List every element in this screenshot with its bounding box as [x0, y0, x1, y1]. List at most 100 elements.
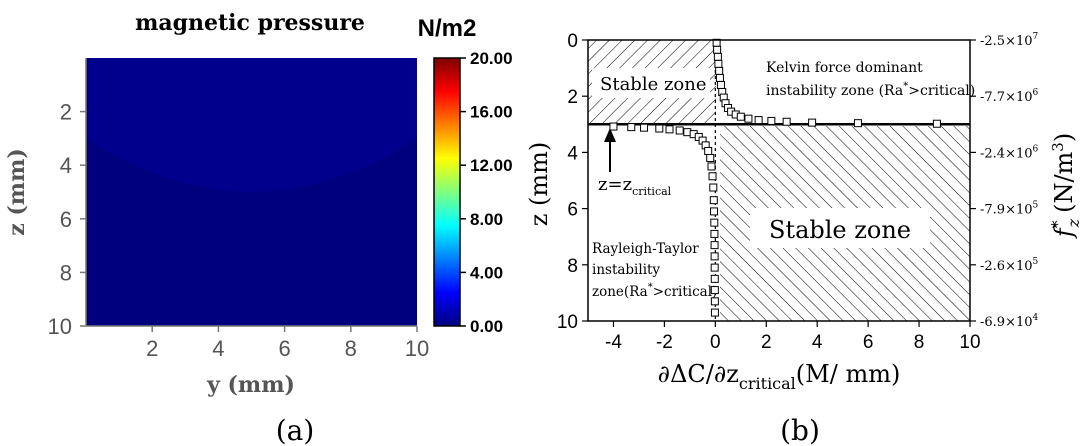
- series-upper-markers: [712, 38, 941, 128]
- data-marker: [782, 117, 791, 126]
- data-marker: [709, 196, 718, 205]
- data-marker: [640, 123, 649, 132]
- heatmap-x-tick-label: 10: [405, 336, 429, 361]
- panel-b-y-tick-label: 2: [567, 87, 578, 108]
- colorbar-tick-label: 20.00: [470, 49, 513, 68]
- panel-b-right-tick-label: -2.6×105: [980, 257, 1039, 274]
- data-marker: [713, 45, 722, 54]
- panel-a: magnetic pressure N/m2 2 4 6 8 10 2 4 6 8 10 y (…: [4, 10, 513, 446]
- heatmap-y-tick-label: 2: [60, 100, 72, 125]
- data-marker: [853, 119, 862, 128]
- panel-b-y-tick-label: 10: [557, 312, 578, 333]
- rt-label-line3: zone(Ra*>critical): [592, 282, 717, 300]
- heatmap-plot-area: [86, 58, 417, 326]
- data-marker: [609, 122, 618, 131]
- data-marker: [708, 172, 717, 181]
- heatmap-y-tick-label: 4: [60, 153, 72, 178]
- stable-zone-bottom-label-bg: [750, 208, 930, 248]
- data-marker: [710, 229, 719, 238]
- panel-b-y-tick-label: 0: [567, 31, 578, 52]
- colorbar-tick-label: 8.00: [470, 210, 503, 229]
- data-marker: [675, 126, 684, 135]
- panel-b: Stable zone Stable zone Kelvin force dom…: [525, 31, 1082, 446]
- panel-b-right-tick-label: -2.5×107: [980, 32, 1039, 49]
- data-marker: [710, 263, 719, 272]
- panel-b-y-tick-label: 8: [567, 256, 578, 277]
- data-marker: [655, 124, 664, 133]
- heatmap-x-tick-label: 2: [146, 336, 158, 361]
- data-marker: [710, 286, 719, 295]
- panel-b-right-tick-label: -7.7×106: [980, 88, 1039, 105]
- data-marker: [710, 297, 719, 306]
- panel-b-caption: (b): [780, 414, 820, 446]
- panel-b-x-tick-label: 8: [914, 332, 925, 353]
- colorbar-ramp: [433, 57, 461, 327]
- heatmap-x-tick-label: 4: [212, 336, 224, 361]
- series-lower-markers: [609, 122, 719, 317]
- z-critical-arrow-head: [604, 128, 616, 142]
- panel-b-x-tick-label: 2: [761, 332, 772, 353]
- heatmap-y-tick-label: 6: [60, 207, 72, 232]
- data-marker: [710, 274, 719, 283]
- panel-b-frame: [587, 39, 971, 322]
- data-marker: [736, 112, 745, 121]
- stable-zone-top-label: Stable zone: [600, 74, 707, 95]
- z-critical-label: z=zcritical: [598, 174, 672, 198]
- panel-b-right-tick-label: -2.4×106: [980, 144, 1039, 161]
- panel-b-x-tick-label: 0: [710, 332, 721, 353]
- kelvin-label-line2: instability zone (Ra*>critical): [766, 81, 975, 99]
- data-marker: [714, 59, 723, 68]
- panel-b-x-axis: -4 -2 0 2 4 6 8 10: [605, 321, 981, 353]
- heatmap-contour-bands: [86, 58, 417, 192]
- colorbar-tick-label: 0.00: [470, 317, 503, 336]
- panel-b-right-axis-label: f*z(N/m3): [1048, 133, 1082, 239]
- heatmap-x-axis: 2 4 6 8 10: [86, 325, 429, 361]
- panel-b-y-tick-label: 6: [567, 200, 578, 221]
- data-marker: [710, 207, 719, 216]
- panel-b-x-tick-label: 4: [812, 332, 823, 353]
- data-marker: [715, 66, 724, 75]
- colorbar-unit-label: N/m2: [418, 15, 477, 42]
- data-marker: [713, 52, 722, 61]
- colorbar-tick-label: 16.00: [470, 103, 513, 122]
- heatmap-y-axis-label: z (mm): [4, 148, 30, 236]
- data-marker: [710, 252, 719, 261]
- data-marker: [754, 116, 763, 125]
- data-marker: [710, 308, 719, 317]
- heatmap-y-axis: 2 4 6 8 10: [48, 58, 87, 339]
- panel-a-title: magnetic pressure: [135, 10, 365, 36]
- heatmap-y-tick-label: 8: [60, 260, 72, 285]
- data-marker: [932, 119, 941, 128]
- colorbar-tick-label: 12.00: [470, 156, 513, 175]
- data-marker: [706, 154, 715, 163]
- stable-zone-top-label-bg: [592, 68, 710, 98]
- colorbar: 20.00 16.00 12.00 8.00 4.00 0.00: [433, 49, 513, 336]
- data-marker: [707, 162, 716, 171]
- rt-label-bg: [590, 236, 712, 302]
- data-marker: [709, 183, 718, 192]
- heatmap-y-tick-label: 10: [48, 314, 72, 339]
- panel-b-x-tick-label: 6: [863, 332, 874, 353]
- rt-label-line2: instability: [592, 262, 660, 278]
- data-marker: [715, 73, 724, 82]
- data-marker: [767, 116, 776, 125]
- data-marker: [710, 241, 719, 250]
- panel-b-y-axis-label: z (mm): [525, 142, 553, 227]
- panel-b-y-axis: 0 2 4 6 8 10: [557, 31, 588, 333]
- panel-b-x-tick-label: -4: [605, 332, 622, 353]
- z-critical-annotation: z=zcritical: [598, 128, 672, 198]
- kelvin-label-bg: [760, 56, 964, 102]
- data-marker: [627, 123, 636, 132]
- heatmap-x-axis-label: y (mm): [206, 372, 295, 398]
- rt-label-line1: Rayleigh-Taylor: [592, 241, 699, 257]
- panel-b-x-tick-label: 10: [959, 332, 980, 353]
- colorbar-tick-label: 4.00: [470, 263, 503, 282]
- heatmap-band: [86, 58, 417, 192]
- panel-a-caption: (a): [276, 414, 315, 446]
- data-marker: [704, 146, 713, 155]
- panel-b-right-axis: -2.5×107 -7.7×106 -2.4×106 -7.9×105 -2.6×105…: [970, 32, 1039, 330]
- data-marker: [808, 118, 817, 127]
- data-marker: [744, 114, 753, 123]
- heatmap-x-tick-label: 8: [345, 336, 357, 361]
- stable-zone-bottom-label: Stable zone: [769, 216, 911, 244]
